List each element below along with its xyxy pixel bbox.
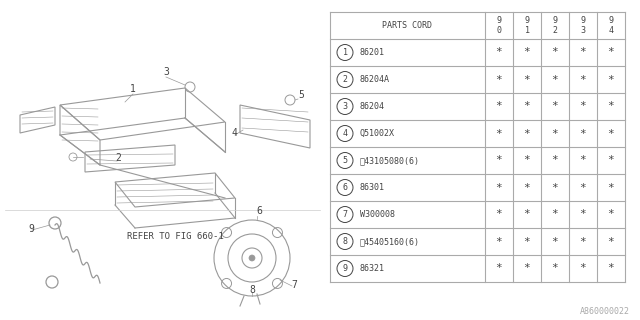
Text: 86201: 86201 [360, 48, 385, 57]
Text: 7: 7 [291, 280, 297, 290]
Text: *: * [495, 75, 502, 84]
Text: *: * [607, 182, 614, 193]
Text: PARTS CORD: PARTS CORD [383, 21, 433, 30]
Text: *: * [607, 210, 614, 220]
Text: *: * [495, 182, 502, 193]
Text: *: * [495, 156, 502, 165]
Text: 6: 6 [342, 183, 348, 192]
Text: 4: 4 [232, 128, 238, 138]
Text: *: * [580, 156, 586, 165]
Text: *: * [495, 47, 502, 58]
Text: 3: 3 [342, 102, 348, 111]
Text: *: * [580, 101, 586, 111]
Text: 3: 3 [163, 67, 169, 77]
Text: *: * [495, 263, 502, 274]
Text: Ⓜ43105080(6): Ⓜ43105080(6) [360, 156, 420, 165]
Text: *: * [607, 101, 614, 111]
Text: *: * [524, 101, 531, 111]
Text: *: * [552, 156, 558, 165]
Text: Ⓜ45405160(6): Ⓜ45405160(6) [360, 237, 420, 246]
Text: 9
2: 9 2 [552, 16, 557, 35]
Text: *: * [495, 236, 502, 246]
Text: *: * [524, 129, 531, 139]
Text: *: * [580, 263, 586, 274]
Text: *: * [580, 47, 586, 58]
Text: *: * [552, 182, 558, 193]
Text: A860000022: A860000022 [580, 307, 630, 316]
Text: *: * [580, 210, 586, 220]
Text: 2: 2 [342, 75, 348, 84]
Text: 5: 5 [298, 90, 304, 100]
Text: *: * [580, 129, 586, 139]
Text: *: * [495, 129, 502, 139]
Text: *: * [524, 210, 531, 220]
Text: *: * [552, 101, 558, 111]
Text: *: * [552, 210, 558, 220]
Text: *: * [524, 182, 531, 193]
Text: 4: 4 [342, 129, 348, 138]
Text: *: * [495, 101, 502, 111]
Text: W300008: W300008 [360, 210, 395, 219]
Text: *: * [607, 156, 614, 165]
Text: 86321: 86321 [360, 264, 385, 273]
Text: 8: 8 [342, 237, 348, 246]
Text: 7: 7 [342, 210, 348, 219]
Text: 9
1: 9 1 [525, 16, 529, 35]
Text: 1: 1 [342, 48, 348, 57]
Text: *: * [552, 47, 558, 58]
Text: *: * [580, 75, 586, 84]
Text: *: * [524, 75, 531, 84]
Text: *: * [552, 129, 558, 139]
Text: 9
4: 9 4 [609, 16, 614, 35]
Text: 5: 5 [342, 156, 348, 165]
Circle shape [249, 255, 255, 261]
Text: 1: 1 [130, 84, 136, 94]
Text: *: * [552, 263, 558, 274]
Text: 9
0: 9 0 [497, 16, 502, 35]
Text: *: * [495, 210, 502, 220]
Text: 9: 9 [28, 224, 34, 234]
Text: 2: 2 [115, 153, 121, 163]
Text: *: * [552, 75, 558, 84]
Text: *: * [524, 263, 531, 274]
Text: *: * [580, 182, 586, 193]
Text: 6: 6 [256, 206, 262, 216]
Text: 86204A: 86204A [360, 75, 390, 84]
Text: *: * [524, 236, 531, 246]
Text: *: * [607, 47, 614, 58]
Text: 9
3: 9 3 [580, 16, 586, 35]
Text: REFER TO FIG 660-1: REFER TO FIG 660-1 [127, 232, 223, 241]
Text: *: * [552, 236, 558, 246]
Text: *: * [607, 129, 614, 139]
Text: 86301: 86301 [360, 183, 385, 192]
Text: *: * [607, 236, 614, 246]
Text: 9: 9 [342, 264, 348, 273]
Text: Q51002X: Q51002X [360, 129, 395, 138]
Text: *: * [524, 47, 531, 58]
Text: 8: 8 [249, 285, 255, 295]
Text: *: * [607, 75, 614, 84]
Text: *: * [524, 156, 531, 165]
Text: *: * [580, 236, 586, 246]
Text: 86204: 86204 [360, 102, 385, 111]
Text: *: * [607, 263, 614, 274]
